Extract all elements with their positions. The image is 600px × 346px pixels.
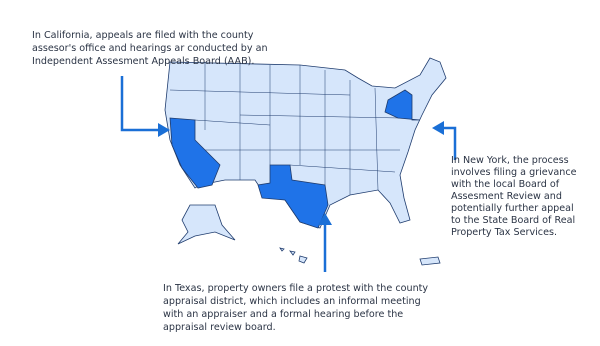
- hawaii: [279, 247, 308, 264]
- annotation-line: assesor's office and hearings ar conduct…: [32, 43, 268, 54]
- annotation-line: appraisal review board.: [163, 322, 276, 333]
- california-arrow: [120, 76, 162, 132]
- arrowhead: [432, 121, 444, 135]
- arrows: [120, 76, 457, 272]
- new-york-arrow: [440, 126, 457, 160]
- annotations: In California, appeals are filed with th…: [32, 30, 577, 333]
- annotation-line: In California, appeals are filed with th…: [32, 30, 254, 41]
- annotation-line: potentially further appeal: [451, 203, 574, 214]
- us-map: [164, 57, 447, 266]
- annotation-line: with an appraiser and a formal hearing b…: [163, 309, 403, 320]
- arrowhead: [318, 213, 332, 225]
- puerto-rico: [419, 256, 441, 266]
- new-york: [384, 89, 421, 121]
- california: [169, 117, 221, 189]
- arrowhead: [158, 123, 170, 137]
- annotation-line: appraisal district, which includes an in…: [163, 296, 421, 307]
- texas: [257, 164, 329, 229]
- annotation-line: to the State Board of Real: [451, 215, 575, 226]
- annotation-line: Assesment Review and: [451, 191, 562, 202]
- state-borders: [169, 62, 401, 195]
- annotation-line: Property Tax Services.: [451, 227, 557, 238]
- annotation-line: In New York, the process: [451, 155, 569, 166]
- annotation-line: with the local Board of: [451, 179, 560, 190]
- alaska: [177, 204, 236, 245]
- annotation-line: involves filing a grievance: [451, 167, 577, 178]
- annotation-line: Independent Assesment Appeals Board (AAB…: [32, 56, 254, 67]
- annotation-line: In Texas, property owners file a protest…: [163, 283, 428, 294]
